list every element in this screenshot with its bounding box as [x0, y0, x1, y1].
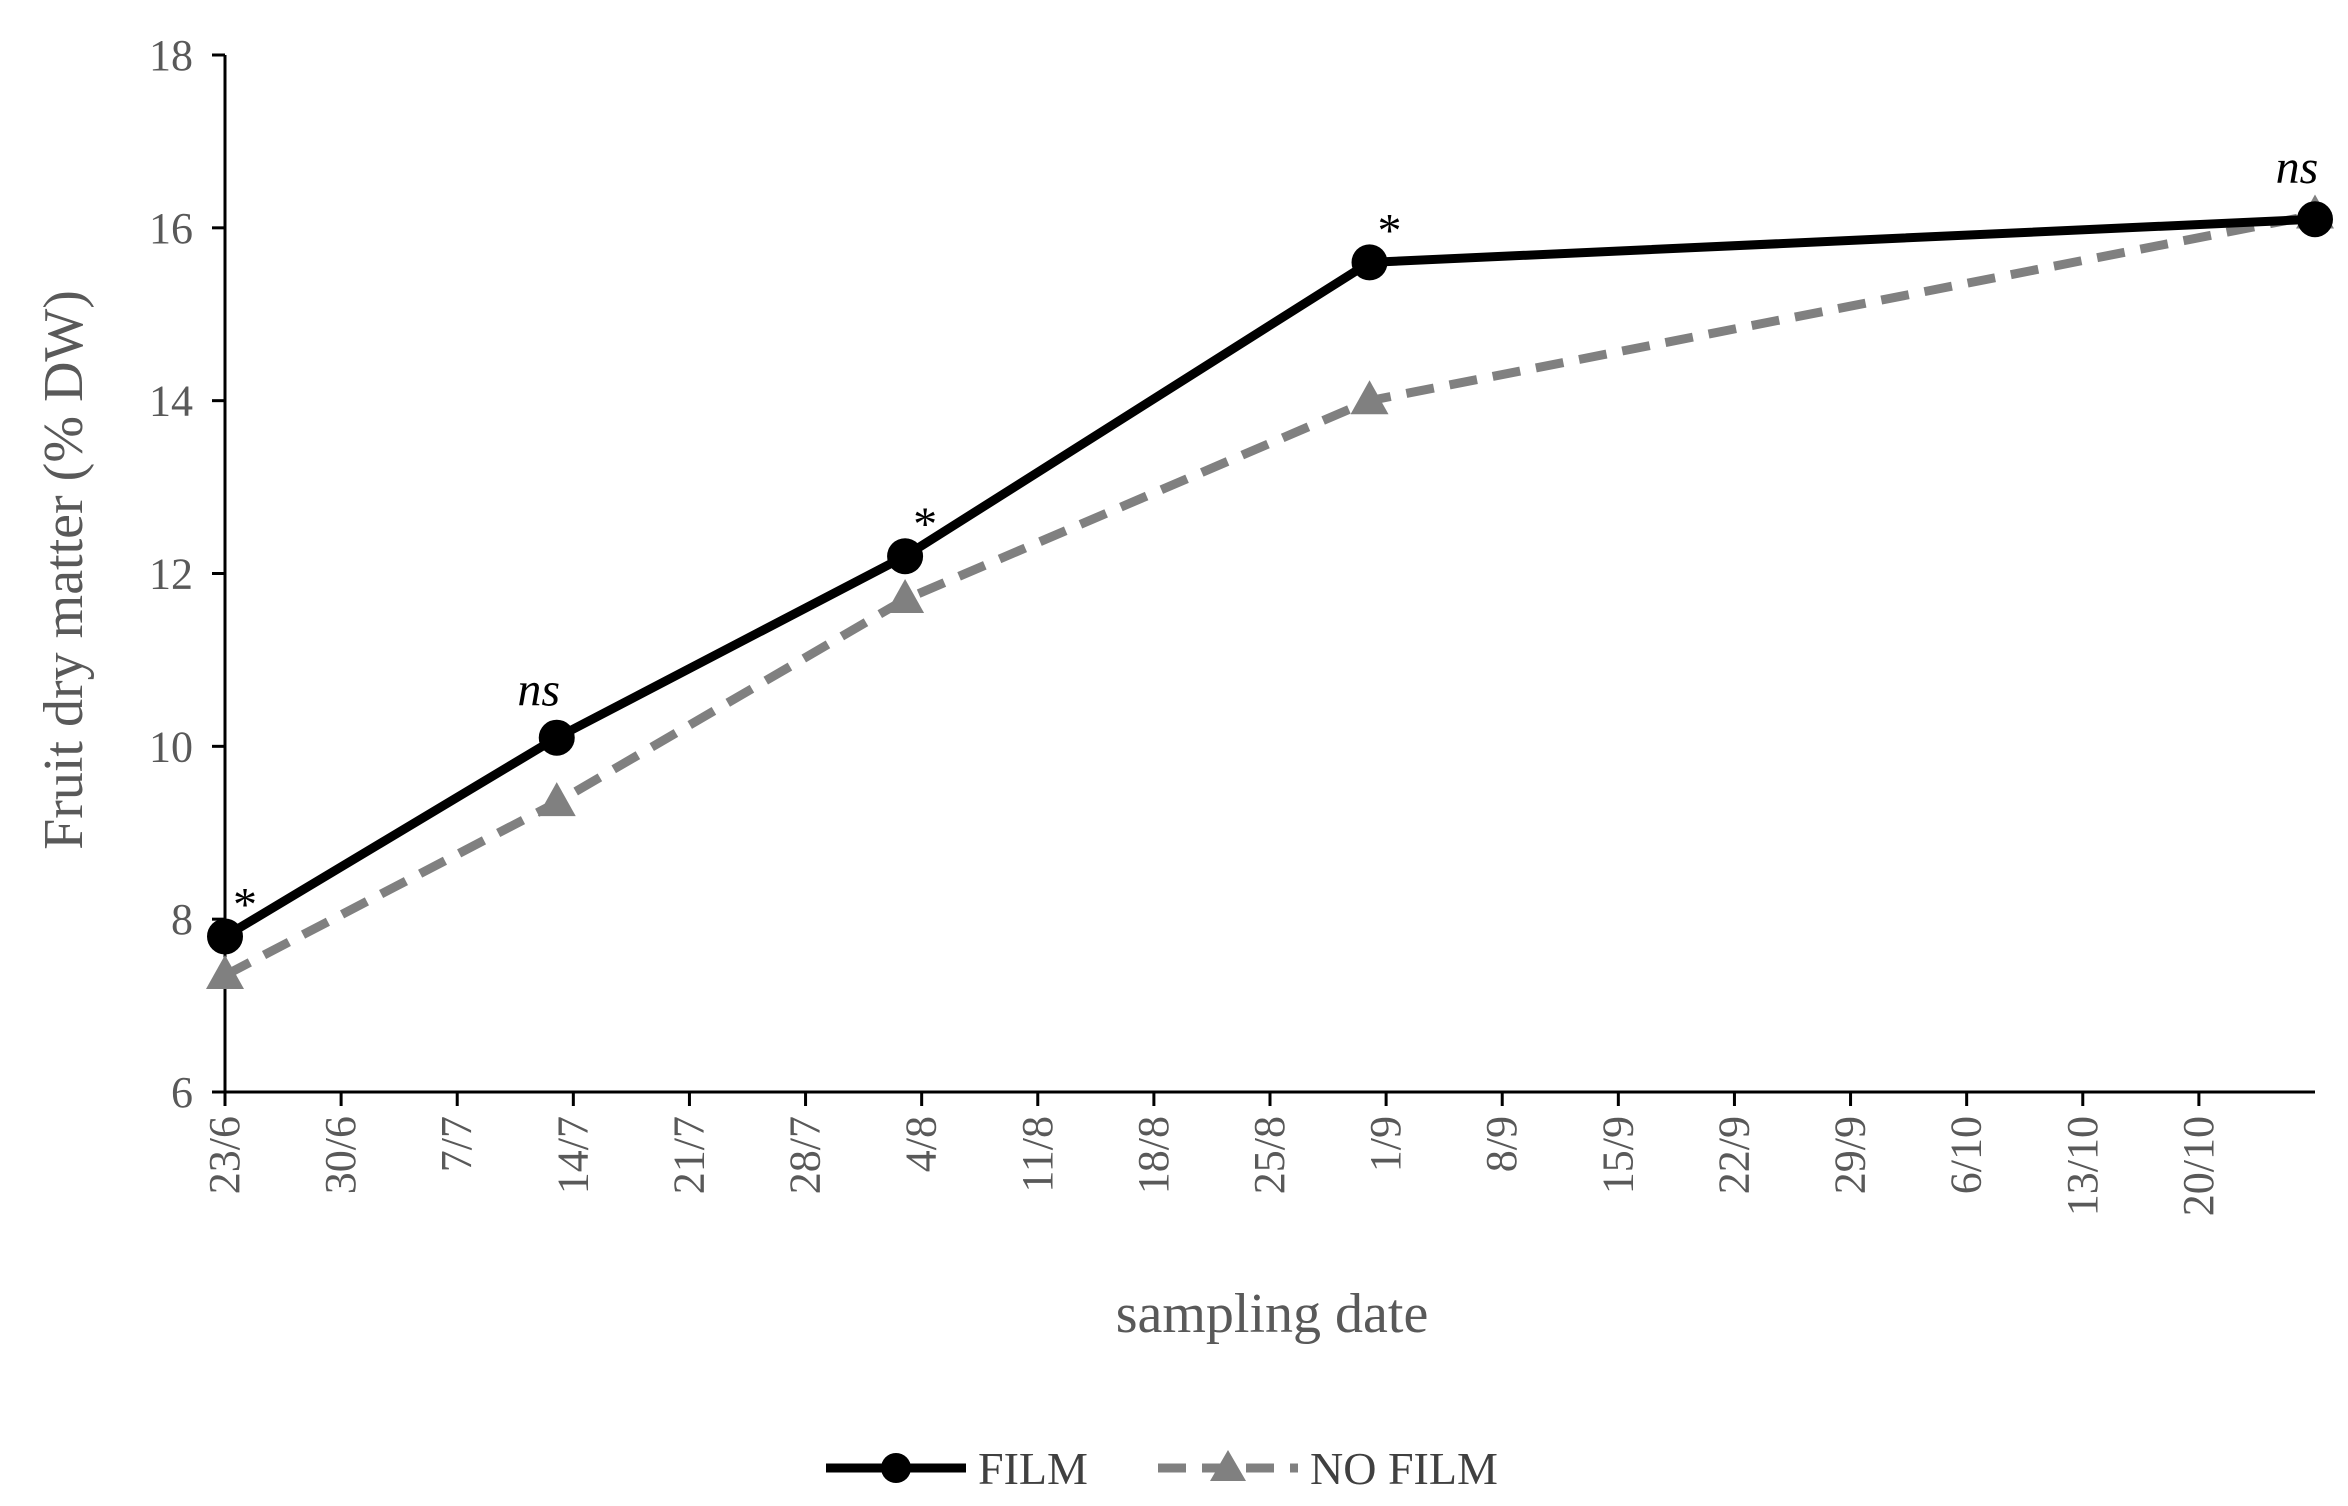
x-tick-label: 28/7 — [781, 1116, 830, 1194]
y-tick-label: 18 — [149, 31, 193, 80]
x-tick-label: 8/9 — [1477, 1116, 1526, 1172]
x-tick-label: 30/6 — [316, 1116, 365, 1194]
series-line — [222, 210, 2316, 980]
x-tick-label: 7/7 — [432, 1116, 481, 1172]
series-no-film — [206, 194, 2334, 989]
x-tick-label: 21/7 — [664, 1116, 713, 1194]
y-tick-label: 14 — [149, 377, 193, 426]
x-tick-label: 20/10 — [2174, 1116, 2223, 1216]
significance-annotation: * — [233, 878, 257, 931]
x-tick-label: 11/8 — [1013, 1116, 1062, 1193]
y-tick-label: 16 — [149, 204, 193, 253]
legend-marker-triangle — [1210, 1450, 1246, 1481]
significance-annotation: * — [1378, 204, 1402, 257]
x-tick-label: 18/8 — [1129, 1116, 1178, 1194]
x-tick-label: 22/9 — [1709, 1116, 1758, 1194]
annotation-layer: * ns * * ns — [233, 141, 2318, 932]
significance-annotation: ns — [517, 664, 560, 717]
significance-annotation: ns — [2276, 141, 2319, 194]
data-point-circle — [887, 538, 924, 575]
axes: 6 8 10 12 14 16 18 23/6 30/6 7/7 14/7 21/7 28/7 4/8 11… — [149, 31, 2315, 1216]
data-point-circle — [1351, 244, 1388, 281]
data-point-triangle — [206, 954, 244, 989]
data-point-triangle — [1350, 380, 1389, 415]
legend-item-film: FILM — [826, 1443, 1088, 1494]
series-line — [222, 214, 2316, 941]
x-tick-label: 13/10 — [2058, 1116, 2107, 1216]
x-tick-label: 15/9 — [1593, 1116, 1642, 1194]
series-layer — [206, 194, 2334, 989]
legend-marker-circle — [881, 1453, 911, 1483]
x-tick-label: 29/9 — [1826, 1116, 1875, 1194]
legend-item-no-film: NO FILM — [1158, 1443, 1498, 1494]
significance-annotation: * — [913, 498, 937, 551]
data-point-triangle — [537, 782, 576, 817]
x-tick-label: 14/7 — [548, 1116, 597, 1194]
x-axis-title: sampling date — [1116, 1283, 1429, 1345]
data-point-circle — [538, 719, 575, 756]
x-tick-label: 1/9 — [1361, 1116, 1410, 1172]
legend-label: NO FILM — [1310, 1443, 1498, 1494]
x-tick-label: 23/6 — [200, 1116, 249, 1194]
legend: FILM NO FILM — [826, 1443, 1498, 1494]
y-tick-label: 10 — [149, 722, 193, 771]
y-tick-label: 12 — [149, 550, 193, 599]
series-film — [207, 201, 2333, 955]
y-tick-label: 8 — [171, 895, 193, 944]
x-tick-label: 25/8 — [1245, 1116, 1294, 1194]
legend-label: FILM — [978, 1443, 1088, 1494]
y-axis-title: Fruit dry matter (% DW) — [33, 290, 95, 850]
x-tick-label: 4/8 — [897, 1116, 946, 1172]
data-point-circle — [2297, 201, 2333, 238]
data-point-circle — [207, 918, 243, 955]
y-tick-label: 6 — [171, 1068, 193, 1117]
x-tick-label: 6/10 — [1942, 1116, 1991, 1194]
data-point-triangle — [886, 579, 925, 614]
